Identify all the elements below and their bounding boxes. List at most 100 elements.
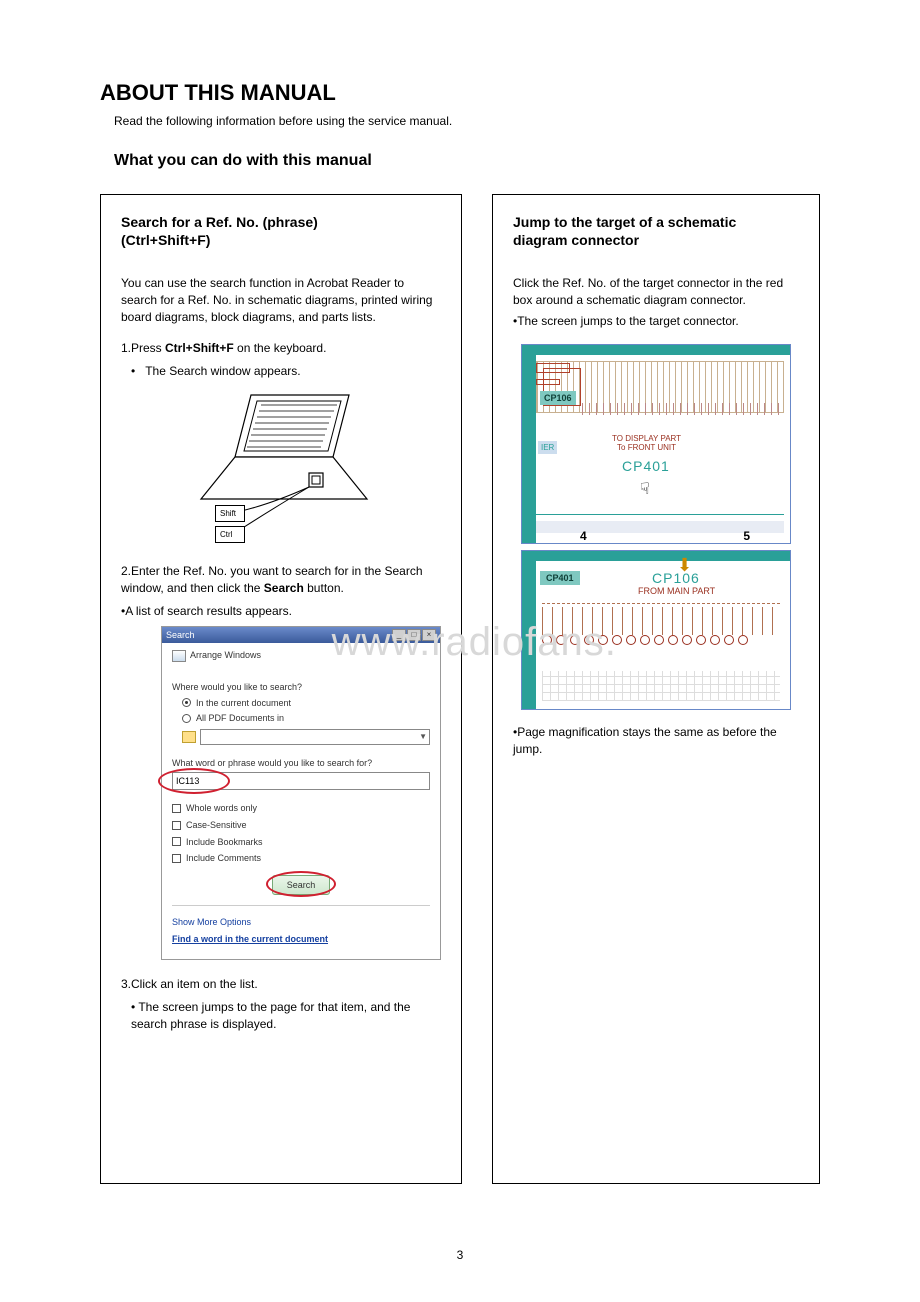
schem-connector-2 <box>536 379 560 385</box>
check-comments[interactable]: Include Comments <box>172 852 430 865</box>
schem-bottom-grid <box>542 671 780 701</box>
num-4: 4 <box>580 528 587 545</box>
where-question: Where would you like to search? <box>172 681 430 694</box>
left-heading-l1: Search for a Ref. No. (phrase) <box>121 214 318 230</box>
left-heading-l2: (Ctrl+Shift+F) <box>121 232 210 248</box>
arrange-windows-label: Arrange Windows <box>190 649 261 662</box>
right-heading: Jump to the target of a schematic diagra… <box>513 213 799 249</box>
check-case[interactable]: Case-Sensitive <box>172 819 430 832</box>
pin-circle <box>738 635 748 645</box>
step1-bullet-text: The Search window appears. <box>145 364 300 378</box>
step2-bullet: •A list of search results appears. <box>121 603 441 620</box>
maximize-icon[interactable]: □ <box>407 629 421 641</box>
step3-bullet: • The screen jumps to the page for that … <box>131 999 441 1033</box>
search-button[interactable]: Search <box>272 875 331 896</box>
schem-top-bar <box>522 551 790 561</box>
page-title: ABOUT THIS MANUAL <box>100 80 820 106</box>
radio-current-doc[interactable]: In the current document <box>182 697 430 710</box>
step2-btn-word: Search <box>264 581 304 595</box>
step1-key: Ctrl+Shift+F <box>165 341 234 355</box>
page-number: 3 <box>0 1248 920 1262</box>
search-button-wrap: Search <box>172 875 430 896</box>
pin-circle <box>640 635 650 645</box>
display-text-l2: To FRONT UNIT <box>617 443 676 452</box>
schem-ticks <box>582 403 780 415</box>
key-shift-label: Shift <box>215 505 245 522</box>
cp401-label[interactable]: CP401 <box>540 571 580 586</box>
from-main-text: FROM MAIN PART <box>638 585 715 598</box>
schematic-illustration: CP106 IER TO DISPLAY PART To FRONT UNIT … <box>521 344 791 710</box>
laptop-svg <box>181 389 381 549</box>
step1-pre: 1.Press <box>121 341 165 355</box>
close-icon[interactable]: × <box>422 629 436 641</box>
key-labels: Shift Ctrl <box>215 505 245 547</box>
step2: 2.Enter the Ref. No. you want to search … <box>121 563 441 597</box>
phrase-section: What word or phrase would you like to se… <box>172 757 430 791</box>
pin-circle <box>682 635 692 645</box>
schem-connector-1 <box>536 363 570 373</box>
check-whole-words-label: Whole words only <box>186 802 257 815</box>
right-para1-bullet: •The screen jumps to the target connecto… <box>513 313 799 330</box>
check-bookmarks-label: Include Bookmarks <box>186 836 263 849</box>
schematic-panel-top: CP106 IER TO DISPLAY PART To FRONT UNIT … <box>521 344 791 544</box>
schem-pins <box>542 607 780 635</box>
minimize-icon[interactable]: _ <box>392 629 406 641</box>
folder-icon <box>182 731 196 743</box>
find-word-link[interactable]: Find a word in the current document <box>172 933 430 946</box>
right-heading-l2: diagram connector <box>513 232 639 248</box>
phrase-input-wrap <box>172 772 430 790</box>
check-whole-words[interactable]: Whole words only <box>172 802 430 815</box>
cp106-label[interactable]: CP106 <box>540 391 576 406</box>
display-text: TO DISPLAY PART To FRONT UNIT <box>612 435 681 453</box>
checkbox-icon <box>172 854 181 863</box>
radio-all-pdf[interactable]: All PDF Documents in <box>182 712 430 725</box>
search-window-titlebar: Search _ □ × <box>162 627 440 644</box>
search-window: Search _ □ × Arrange Windows <box>161 626 441 961</box>
pin-circle <box>696 635 706 645</box>
search-phrase-input[interactable] <box>172 772 430 790</box>
step2-post: button. <box>304 581 344 595</box>
schem-left-bar <box>522 345 536 543</box>
ier-label: IER <box>538 441 557 454</box>
pin-circle <box>710 635 720 645</box>
checkbox-icon <box>172 804 181 813</box>
right-note: •Page magnification stays the same as be… <box>513 724 799 758</box>
left-column: Search for a Ref. No. (phrase) (Ctrl+Shi… <box>100 194 462 1184</box>
columns: Search for a Ref. No. (phrase) (Ctrl+Shi… <box>100 194 820 1184</box>
show-more-options-link[interactable]: Show More Options <box>172 916 430 929</box>
step1: 1.Press Ctrl+Shift+F on the keyboard. <box>121 340 441 357</box>
check-bookmarks[interactable]: Include Bookmarks <box>172 836 430 849</box>
laptop-illustration: Shift Ctrl <box>181 389 381 549</box>
check-comments-label: Include Comments <box>186 852 261 865</box>
window-buttons: _ □ × <box>392 629 436 641</box>
cp401-link[interactable]: CP401 <box>622 457 670 477</box>
schem-pin-circles <box>542 635 780 649</box>
pin-circle <box>598 635 608 645</box>
pin-circle <box>668 635 678 645</box>
left-body: You can use the search function in Acrob… <box>121 275 441 1032</box>
intro-text: Read the following information before us… <box>114 114 820 128</box>
left-para1: You can use the search function in Acrob… <box>121 275 441 325</box>
phrase-question: What word or phrase would you like to se… <box>172 757 430 770</box>
right-heading-l1: Jump to the target of a schematic <box>513 214 736 230</box>
pin-circle <box>556 635 566 645</box>
check-case-label: Case-Sensitive <box>186 819 247 832</box>
radio-current-doc-label: In the current document <box>196 697 291 710</box>
arrange-windows-icon <box>172 650 186 662</box>
cursor-icon: ☟ <box>640 479 650 501</box>
step1-bullet: • The Search window appears. <box>131 363 441 380</box>
radio-all-pdf-label: All PDF Documents in <box>196 712 284 725</box>
arrange-windows-row[interactable]: Arrange Windows <box>172 649 430 669</box>
checkbox-icon <box>172 837 181 846</box>
search-window-title: Search <box>166 629 195 642</box>
right-column: Jump to the target of a schematic diagra… <box>492 194 820 1184</box>
num-5: 5 <box>743 528 750 545</box>
schem-left-bar <box>522 551 536 709</box>
left-heading: Search for a Ref. No. (phrase) (Ctrl+Shi… <box>121 213 441 249</box>
folder-select-row[interactable] <box>182 729 430 745</box>
section-subtitle: What you can do with this manual <box>114 152 820 170</box>
divider <box>172 905 430 906</box>
pin-circle <box>570 635 580 645</box>
right-body: Click the Ref. No. of the target connect… <box>513 275 799 757</box>
folder-select[interactable] <box>200 729 430 745</box>
